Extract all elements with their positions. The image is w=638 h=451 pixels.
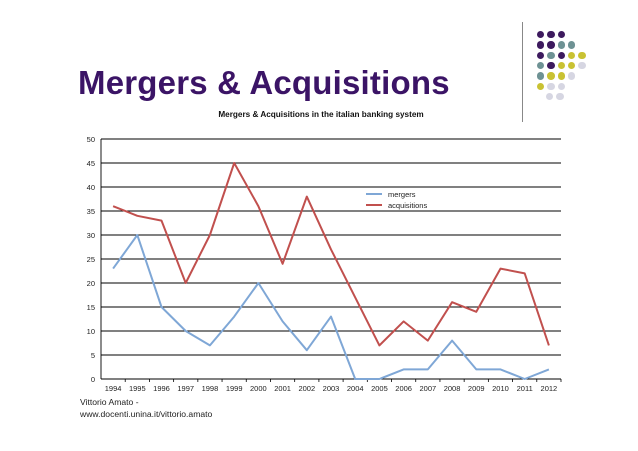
x-tick-label: 2008 bbox=[444, 384, 461, 393]
title-divider-line bbox=[522, 22, 523, 122]
y-tick-labels: 0 5 10 15 20 25 30 35 40 45 50 bbox=[87, 135, 95, 384]
axes bbox=[100, 139, 562, 382]
x-tick-label: 2007 bbox=[419, 384, 436, 393]
author-name: Vittorio Amato - bbox=[80, 397, 139, 407]
y-tick-label: 35 bbox=[87, 207, 95, 216]
chart-legend: mergers acquisitions bbox=[366, 190, 427, 210]
chart-title: Mergers & Acquisitions in the italian ba… bbox=[218, 110, 423, 119]
author-website: www.docenti.unina.it/vittorio.amato bbox=[80, 409, 213, 419]
x-tick-label: 2003 bbox=[323, 384, 340, 393]
x-tick-label: 2002 bbox=[298, 384, 315, 393]
x-tick-label: 1999 bbox=[226, 384, 243, 393]
y-tick-label: 30 bbox=[87, 231, 95, 240]
author-credit: Vittorio Amato - www.docenti.unina.it/vi… bbox=[80, 396, 212, 420]
y-tick-label: 5 bbox=[91, 351, 95, 360]
x-tick-label: 1995 bbox=[129, 384, 146, 393]
y-tick-label: 40 bbox=[87, 183, 95, 192]
x-tick-label: 1994 bbox=[105, 384, 122, 393]
x-tick-label: 2009 bbox=[468, 384, 485, 393]
y-tick-label: 0 bbox=[91, 375, 95, 384]
slide-title: Mergers & Acquisitions bbox=[78, 64, 450, 101]
y-tick-label: 50 bbox=[87, 135, 95, 144]
x-tick-label: 2006 bbox=[395, 384, 412, 393]
legend-label-mergers: mergers bbox=[388, 190, 416, 199]
y-tick-label: 25 bbox=[87, 255, 95, 264]
x-tick-label: 2004 bbox=[347, 384, 364, 393]
x-tick-label: 2005 bbox=[371, 384, 388, 393]
y-tick-label: 20 bbox=[87, 279, 95, 288]
y-tick-label: 15 bbox=[87, 303, 95, 312]
gridlines bbox=[101, 138, 561, 356]
x-tick-label: 2010 bbox=[492, 384, 509, 393]
x-tick-labels: 1994 1995 1996 1997 1998 1999 2000 2001 2002 2003… bbox=[105, 384, 557, 393]
x-tick-label: 2000 bbox=[250, 384, 267, 393]
x-tick-label: 1997 bbox=[177, 384, 194, 393]
y-tick-label: 45 bbox=[87, 159, 95, 168]
series-lines bbox=[112, 162, 550, 380]
legend-label-acquisitions: acquisitions bbox=[388, 201, 427, 210]
x-tick-label: 1998 bbox=[202, 384, 219, 393]
x-tick-label: 2011 bbox=[517, 384, 533, 393]
x-tick-label: 2001 bbox=[274, 384, 291, 393]
x-tick-label: 2012 bbox=[541, 384, 558, 393]
y-tick-label: 10 bbox=[87, 327, 95, 336]
x-tick-label: 1996 bbox=[153, 384, 170, 393]
